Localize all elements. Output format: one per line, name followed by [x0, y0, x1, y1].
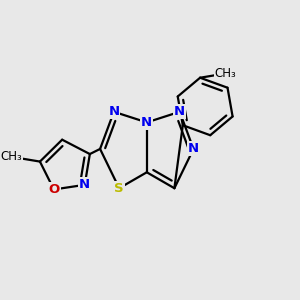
Text: N: N	[141, 116, 152, 129]
Text: O: O	[48, 183, 59, 196]
Text: S: S	[114, 182, 124, 195]
Text: N: N	[188, 142, 199, 155]
Text: N: N	[79, 178, 90, 191]
Text: CH₃: CH₃	[215, 67, 236, 80]
Text: CH₃: CH₃	[0, 150, 22, 163]
Text: N: N	[174, 105, 185, 118]
Text: N: N	[108, 105, 119, 118]
